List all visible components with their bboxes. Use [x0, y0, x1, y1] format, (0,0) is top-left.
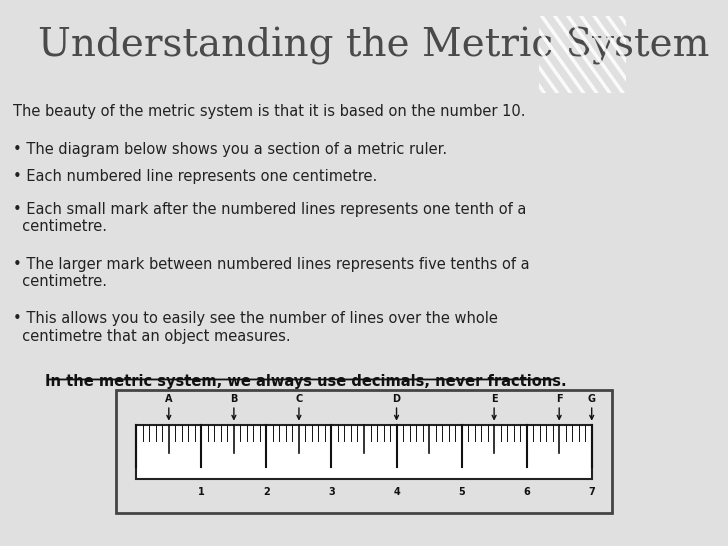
- Text: In the metric system, we always use decimals, never fractions.: In the metric system, we always use deci…: [45, 374, 566, 389]
- Text: 5: 5: [458, 488, 465, 497]
- Text: 2: 2: [263, 488, 270, 497]
- Text: 1: 1: [198, 488, 205, 497]
- Text: B: B: [230, 394, 237, 404]
- Text: • This allows you to easily see the number of lines over the whole
  centimetre : • This allows you to easily see the numb…: [13, 311, 498, 343]
- Text: 3: 3: [328, 488, 335, 497]
- Text: • The diagram below shows you a section of a metric ruler.: • The diagram below shows you a section …: [13, 142, 447, 157]
- Text: C: C: [296, 394, 303, 404]
- Text: • Each numbered line represents one centimetre.: • Each numbered line represents one cent…: [13, 169, 377, 184]
- Text: F: F: [556, 394, 563, 404]
- Text: G: G: [587, 394, 596, 404]
- Text: A: A: [165, 394, 173, 404]
- Text: Understanding the Metric System: Understanding the Metric System: [39, 27, 710, 66]
- Text: The beauty of the metric system is that it is based on the number 10.: The beauty of the metric system is that …: [13, 104, 526, 118]
- Text: 7: 7: [588, 488, 595, 497]
- Bar: [136, 425, 592, 479]
- Text: • Each small mark after the numbered lines represents one tenth of a
  centimetr: • Each small mark after the numbered lin…: [13, 202, 526, 234]
- Text: 6: 6: [523, 488, 530, 497]
- Text: 4: 4: [393, 488, 400, 497]
- Text: • The larger mark between numbered lines represents five tenths of a
  centimetr: • The larger mark between numbered lines…: [13, 257, 529, 289]
- Text: D: D: [392, 394, 400, 404]
- Text: E: E: [491, 394, 497, 404]
